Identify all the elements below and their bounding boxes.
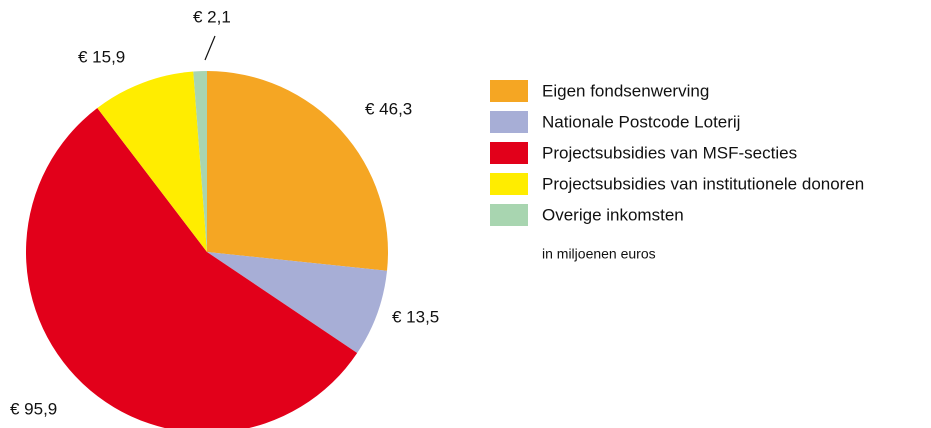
legend-swatch (490, 204, 528, 226)
pie-slice (207, 71, 388, 271)
pie-slice (26, 108, 358, 428)
pie-slice (193, 71, 207, 252)
value-label: € 15,9 (78, 47, 125, 66)
legend-label: Overige inkomsten (542, 205, 684, 224)
pie-slice (97, 71, 207, 252)
pie-slice (207, 252, 388, 354)
legend-swatch (490, 173, 528, 195)
legend-label: Nationale Postcode Loterij (542, 112, 740, 131)
legend-label: Projectsubsidies van MSF-secties (542, 143, 797, 162)
value-label: € 46,3 (365, 99, 412, 118)
legend-note: in miljoenen euros (542, 246, 656, 262)
legend-swatch (490, 111, 528, 133)
value-label: € 95,9 (10, 399, 57, 418)
legend-label: Eigen fondsenwerving (542, 81, 709, 100)
legend-label: Projectsubsidies van institutionele dono… (542, 174, 864, 193)
leader-line (204, 35, 216, 61)
legend-swatch (490, 80, 528, 102)
value-label: € 13,5 (392, 307, 439, 326)
legend-swatch (490, 142, 528, 164)
value-label: € 2,1 (193, 7, 231, 26)
